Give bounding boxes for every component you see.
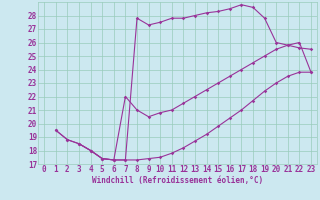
X-axis label: Windchill (Refroidissement éolien,°C): Windchill (Refroidissement éolien,°C) [92, 176, 263, 185]
